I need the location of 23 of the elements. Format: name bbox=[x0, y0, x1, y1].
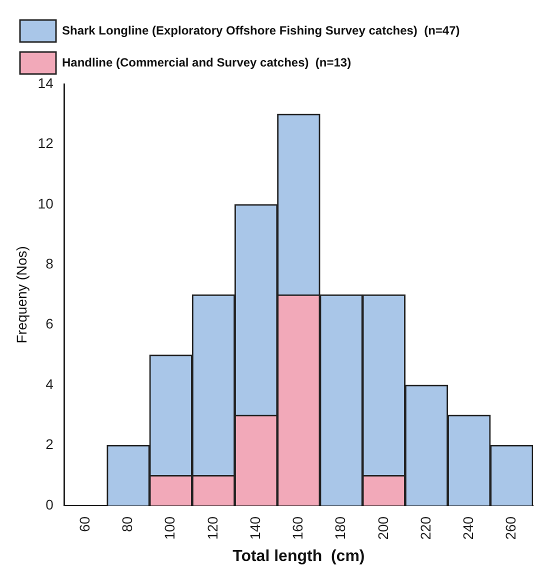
y-tick-label: 0 bbox=[46, 496, 54, 512]
y-tick-label: 4 bbox=[46, 376, 54, 392]
x-tick-label: 140 bbox=[246, 516, 263, 540]
x-tick-label: 240 bbox=[460, 516, 476, 540]
y-tick-label: 2 bbox=[46, 436, 54, 452]
y-tick-label: 6 bbox=[46, 316, 54, 332]
x-tick-label: 180 bbox=[332, 516, 348, 540]
legend-label: Handline (Commercial and Survey catches) (n=13) bbox=[62, 55, 352, 70]
x-tick-label: 80 bbox=[119, 516, 136, 532]
x-tick-label: 120 bbox=[204, 516, 220, 540]
x-tick-label: 160 bbox=[290, 516, 306, 540]
x-tick-label: 60 bbox=[76, 516, 93, 532]
y-tick-label: 8 bbox=[46, 255, 54, 272]
legend-label: Shark Longline (Exploratory Offshore Fishing Survey catches) (n=47) bbox=[62, 23, 460, 38]
x-tick-label: 260 bbox=[502, 516, 519, 540]
x-tick-label: 200 bbox=[374, 516, 391, 540]
x-tick-label: 220 bbox=[417, 516, 434, 540]
x-axis-title: Total length (cm) bbox=[232, 548, 365, 565]
y-tick-label: 14 bbox=[38, 74, 54, 91]
y-tick-label: 12 bbox=[38, 135, 54, 152]
y-tick-label: 10 bbox=[38, 195, 54, 212]
x-tick-label: 100 bbox=[162, 516, 178, 540]
y-axis-title: Frequeny (Nos) bbox=[13, 246, 30, 344]
